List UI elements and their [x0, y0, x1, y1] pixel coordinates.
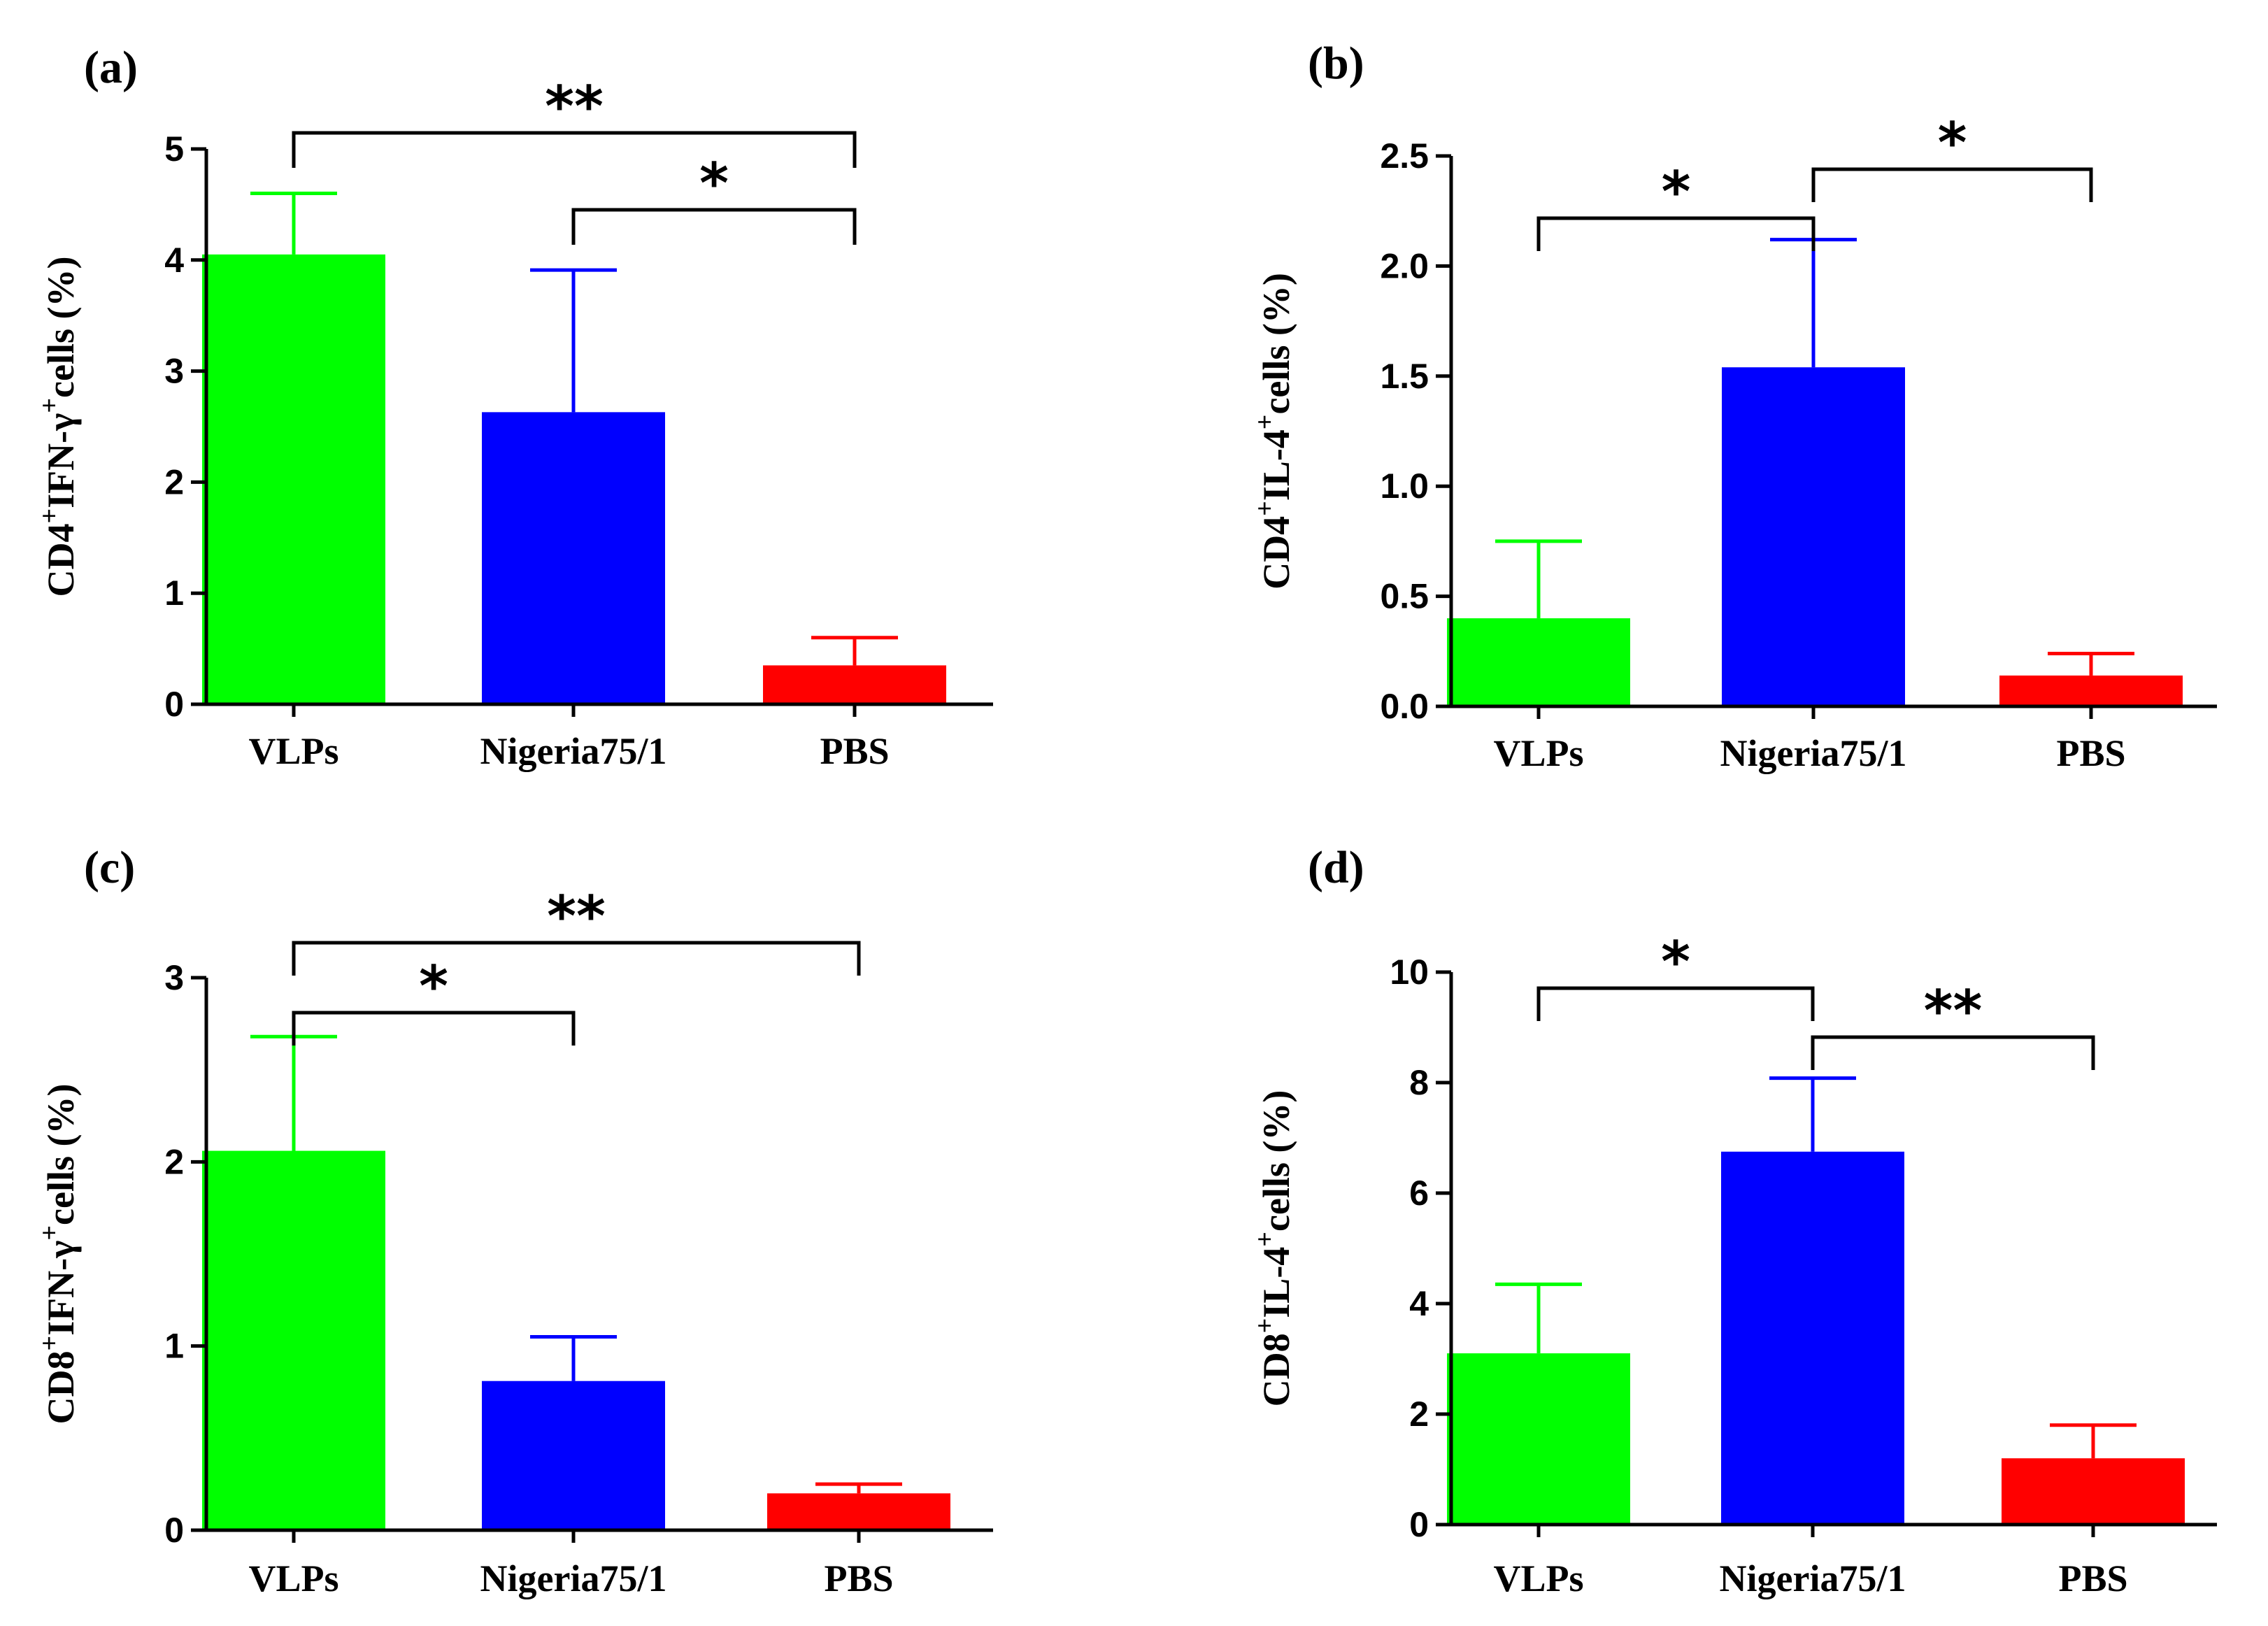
- y-tick-label: 0.5: [1380, 577, 1429, 616]
- y-tick-label: 2.5: [1380, 136, 1429, 176]
- y-tick-label: 2: [1409, 1395, 1429, 1434]
- bar: [767, 1493, 950, 1530]
- x-tick-label: PBS: [820, 730, 889, 772]
- significance-bracket: [1536, 216, 1816, 251]
- y-axis-label: CD8+IFN-γ+cells (%): [35, 1084, 82, 1425]
- y-tick-label: 5: [164, 129, 184, 169]
- significance-bracket: [1536, 986, 1815, 1021]
- panel-c: (c) VLPs Nigeria75/1 PBS 0 1 2 3 CD8+IFN-γ+cells…: [35, 842, 993, 1599]
- panel-label: (b): [1308, 38, 1364, 89]
- significance-label: *: [419, 954, 448, 1019]
- y-tick-label: 10: [1390, 953, 1429, 992]
- bar: [1999, 675, 2183, 706]
- y-tick-label: 2.0: [1380, 246, 1429, 285]
- x-tick-label: VLPs: [248, 1557, 338, 1599]
- significance-bracket: [292, 1011, 576, 1046]
- panel-label: (c): [84, 842, 135, 893]
- y-tick-label: 1: [164, 1327, 184, 1366]
- x-tick-label: VLPs: [248, 730, 338, 772]
- x-tick-label: PBS: [2058, 1557, 2127, 1599]
- y-tick-label: 1.5: [1380, 357, 1429, 396]
- y-tick-label: 6: [1409, 1174, 1429, 1213]
- significance-label: *: [1661, 929, 1690, 994]
- x-tick-label: Nigeria75/1: [480, 730, 667, 772]
- significance-label: *: [699, 151, 729, 216]
- significance-bracket: [292, 131, 857, 168]
- bar: [1722, 367, 1905, 706]
- panel-d: (d) VLPs Nigeria75/1 PBS 0 2 4 6 8 10 CD8+IL-4+cel…: [1250, 842, 2217, 1599]
- y-axis-label: CD4+IL-4+cells (%): [1250, 273, 1297, 590]
- significance-bracket: [1811, 167, 2093, 202]
- x-tick-label: Nigeria75/1: [1720, 732, 1907, 774]
- significance-label: **: [1924, 978, 1983, 1043]
- bar: [1447, 1353, 1630, 1525]
- panel-a: (a) VLPs Nigeria75/1 PBS 0 1 2 3 4 5 CD4+IFN-γ+cel…: [35, 42, 993, 772]
- y-tick-label: 3: [164, 352, 184, 391]
- y-tick-label: 0: [164, 685, 184, 724]
- y-tick-label: 0: [1409, 1505, 1429, 1544]
- x-tick-label: PBS: [824, 1557, 893, 1599]
- significance-label: **: [547, 884, 606, 949]
- bar: [1721, 1151, 1904, 1525]
- y-tick-label: 1: [164, 573, 184, 613]
- significance-label: **: [545, 74, 604, 139]
- y-axis-label: CD4+IFN-γ+cells (%): [35, 257, 82, 597]
- x-tick-label: VLPs: [1493, 1557, 1583, 1599]
- bar: [763, 665, 946, 704]
- y-tick-label: 1.0: [1380, 466, 1429, 506]
- y-tick-label: 4: [164, 241, 184, 280]
- bar: [482, 412, 665, 704]
- panel-b: (b) VLPs Nigeria75/1 PBS 0.0 0.5 1.0 1.5 2.0 2.5 C…: [1250, 38, 2217, 774]
- y-tick-label: 8: [1409, 1063, 1429, 1102]
- significance-label: *: [1938, 110, 1967, 176]
- x-tick-label: VLPs: [1493, 732, 1583, 774]
- bar: [482, 1381, 665, 1530]
- bar: [202, 254, 385, 704]
- bar: [1447, 618, 1630, 706]
- panel-label: (a): [84, 42, 138, 93]
- x-tick-label: Nigeria75/1: [1720, 1557, 1906, 1599]
- x-tick-label: Nigeria75/1: [480, 1557, 667, 1599]
- y-tick-label: 0: [164, 1511, 184, 1550]
- y-tick-label: 4: [1409, 1284, 1429, 1323]
- x-tick-label: PBS: [2056, 732, 2125, 774]
- bar: [202, 1150, 385, 1530]
- significance-label: *: [1662, 159, 1691, 224]
- significance-bracket: [1811, 1035, 2095, 1070]
- y-tick-label: 2: [164, 462, 184, 501]
- y-tick-label: 3: [164, 958, 184, 997]
- y-tick-label: 2: [164, 1142, 184, 1181]
- significance-bracket: [292, 941, 861, 976]
- y-tick-label: 0.0: [1380, 687, 1429, 726]
- panel-label: (d): [1308, 842, 1364, 893]
- bar: [2002, 1458, 2185, 1525]
- significance-bracket: [571, 208, 857, 245]
- y-axis-label: CD8+IL-4+cells (%): [1250, 1090, 1297, 1407]
